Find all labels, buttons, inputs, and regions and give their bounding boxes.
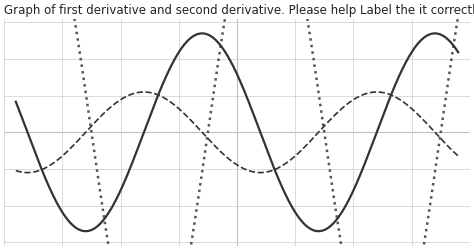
Text: Graph of first derivative and second derivative. Please help Label the it correc: Graph of first derivative and second der… [4,4,474,17]
